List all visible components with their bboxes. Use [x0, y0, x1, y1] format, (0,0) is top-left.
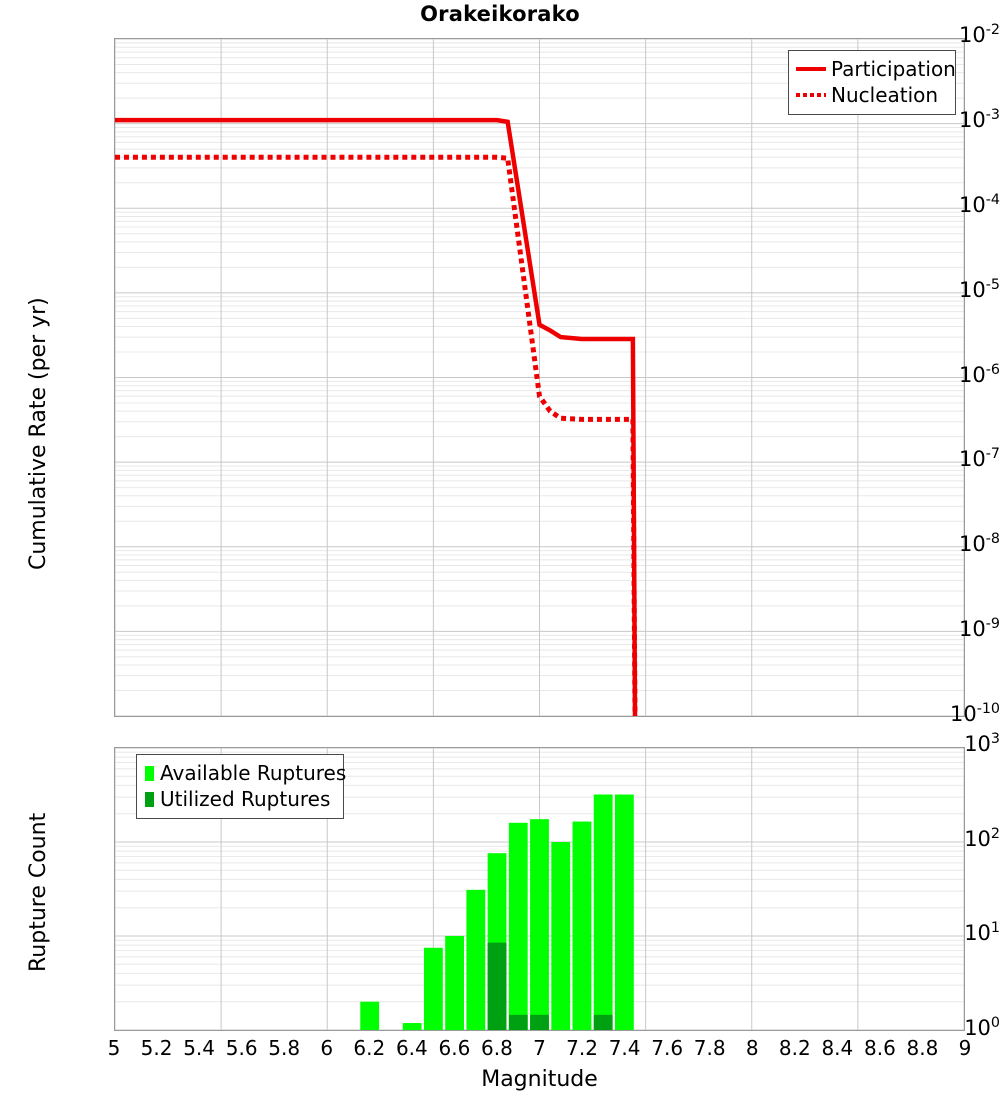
nucleation-line-swatch	[796, 93, 826, 97]
x-tick-label: 5.4	[183, 1036, 215, 1060]
bar-available	[360, 1001, 380, 1030]
legend-item-utilized-ruptures: Utilized Ruptures	[144, 786, 335, 812]
legend-item-participation: Participation	[796, 56, 956, 82]
bar-utilized	[593, 1014, 613, 1030]
legend-label-nucleation: Nucleation	[831, 83, 939, 107]
bar-available	[445, 935, 465, 1030]
series-nucleation	[115, 154, 638, 716]
top-y-tick-label: 10-3	[959, 106, 1000, 132]
bottom-y-tick: 101	[892, 920, 1000, 946]
top-y-tick-label: 10-10	[949, 701, 1000, 726]
top-y-tick-label: 10-2	[959, 22, 1000, 47]
x-tick-label: 8	[745, 1036, 759, 1060]
bar-utilized	[530, 1014, 549, 1030]
top-y-axis-label: Cumulative Rate (per yr)	[26, 297, 51, 570]
legend-label-utilized-ruptures: Utilized Ruptures	[160, 787, 331, 811]
cumulative-rate-canvas	[115, 39, 964, 716]
x-tick-label: 6	[320, 1036, 334, 1060]
x-tick-label: 7	[533, 1036, 546, 1060]
bar-available	[530, 819, 549, 1030]
top-y-tick: 10-4	[892, 191, 1000, 217]
top-y-tick: 10-5	[892, 276, 1000, 302]
bar-available	[423, 947, 443, 1030]
x-tick-label: 8.8	[906, 1036, 939, 1060]
x-tick-label: 8.6	[863, 1036, 896, 1060]
bottom-y-tick: 100	[892, 1015, 1000, 1040]
x-tick-label: 8.4	[821, 1036, 854, 1060]
x-tick-label: 6.2	[353, 1036, 386, 1060]
top-y-tick: 10-10	[892, 701, 1000, 726]
top-y-tick: 10-6	[892, 361, 1000, 387]
bar-available	[572, 821, 592, 1030]
bottom-y-tick-label: 100	[964, 1015, 1000, 1040]
top-y-tick-label: 10-7	[959, 446, 1000, 472]
top-y-tick-label: 10-9	[959, 616, 1000, 642]
utilized-ruptures-swatch	[145, 791, 154, 807]
bottom-y-tick: 102	[892, 825, 1000, 851]
x-tick-label: 7.6	[651, 1036, 684, 1060]
bar-available	[402, 1023, 422, 1030]
available-ruptures-swatch	[145, 765, 154, 781]
series-participation	[115, 117, 638, 716]
legend-item-nucleation: Nucleation	[796, 82, 947, 108]
x-axis-label: Magnitude	[481, 1067, 598, 1092]
page-title: Orakeikorako	[420, 2, 580, 26]
participation-line-swatch	[796, 67, 826, 71]
bar-available	[551, 842, 571, 1030]
bottom-legend: Available Ruptures Utilized Ruptures	[136, 754, 346, 819]
x-tick-label: 9	[958, 1036, 972, 1060]
x-tick-label: 8.2	[778, 1036, 811, 1060]
bottom-y-axis-label: Rupture Count	[26, 812, 51, 972]
top-y-tick-label: 10-5	[959, 276, 1000, 302]
legend-label-available-ruptures: Available Ruptures	[160, 761, 347, 785]
x-tick-label: 6.8	[481, 1036, 513, 1060]
top-y-tick-label: 10-4	[959, 191, 1000, 217]
bottom-y-tick: 103	[892, 731, 1000, 756]
top-y-tick-label: 10-8	[959, 531, 1000, 557]
x-tick-label: 5.2	[140, 1036, 173, 1060]
x-tick-label: 7.2	[566, 1036, 598, 1060]
x-tick-label: 7.8	[693, 1036, 726, 1060]
bottom-y-tick-label: 101	[964, 920, 1000, 946]
legend-item-available-ruptures: Available Ruptures	[144, 760, 346, 786]
x-tick-label: 7.4	[608, 1036, 641, 1060]
bottom-y-tick-label: 103	[964, 731, 1000, 756]
bottom-y-tick-label: 102	[964, 825, 1000, 851]
x-tick-label: 5.8	[268, 1036, 301, 1060]
bar-available	[466, 889, 486, 1030]
top-y-tick: 10-9	[892, 616, 1000, 642]
top-y-tick: 10-3	[892, 106, 1000, 132]
top-y-tick: 10-2	[892, 22, 1000, 47]
legend-label-participation: Participation	[831, 57, 956, 81]
cumulative-rate-plot	[114, 38, 965, 717]
top-y-tick: 10-8	[892, 531, 1000, 557]
bar-utilized	[508, 1014, 528, 1030]
x-tick-label: 6.6	[438, 1036, 471, 1060]
bar-available	[614, 794, 634, 1030]
x-tick-label: 6.4	[395, 1036, 428, 1060]
top-y-tick-label: 10-6	[959, 361, 1000, 387]
bar-available	[508, 822, 528, 1030]
bar-available	[593, 794, 613, 1030]
bar-utilized	[487, 942, 507, 1030]
x-tick-label: 5.6	[225, 1036, 258, 1060]
x-tick-label: 5	[107, 1036, 121, 1060]
top-y-tick: 10-7	[892, 446, 1000, 472]
top-legend: Participation Nucleation	[788, 50, 956, 115]
